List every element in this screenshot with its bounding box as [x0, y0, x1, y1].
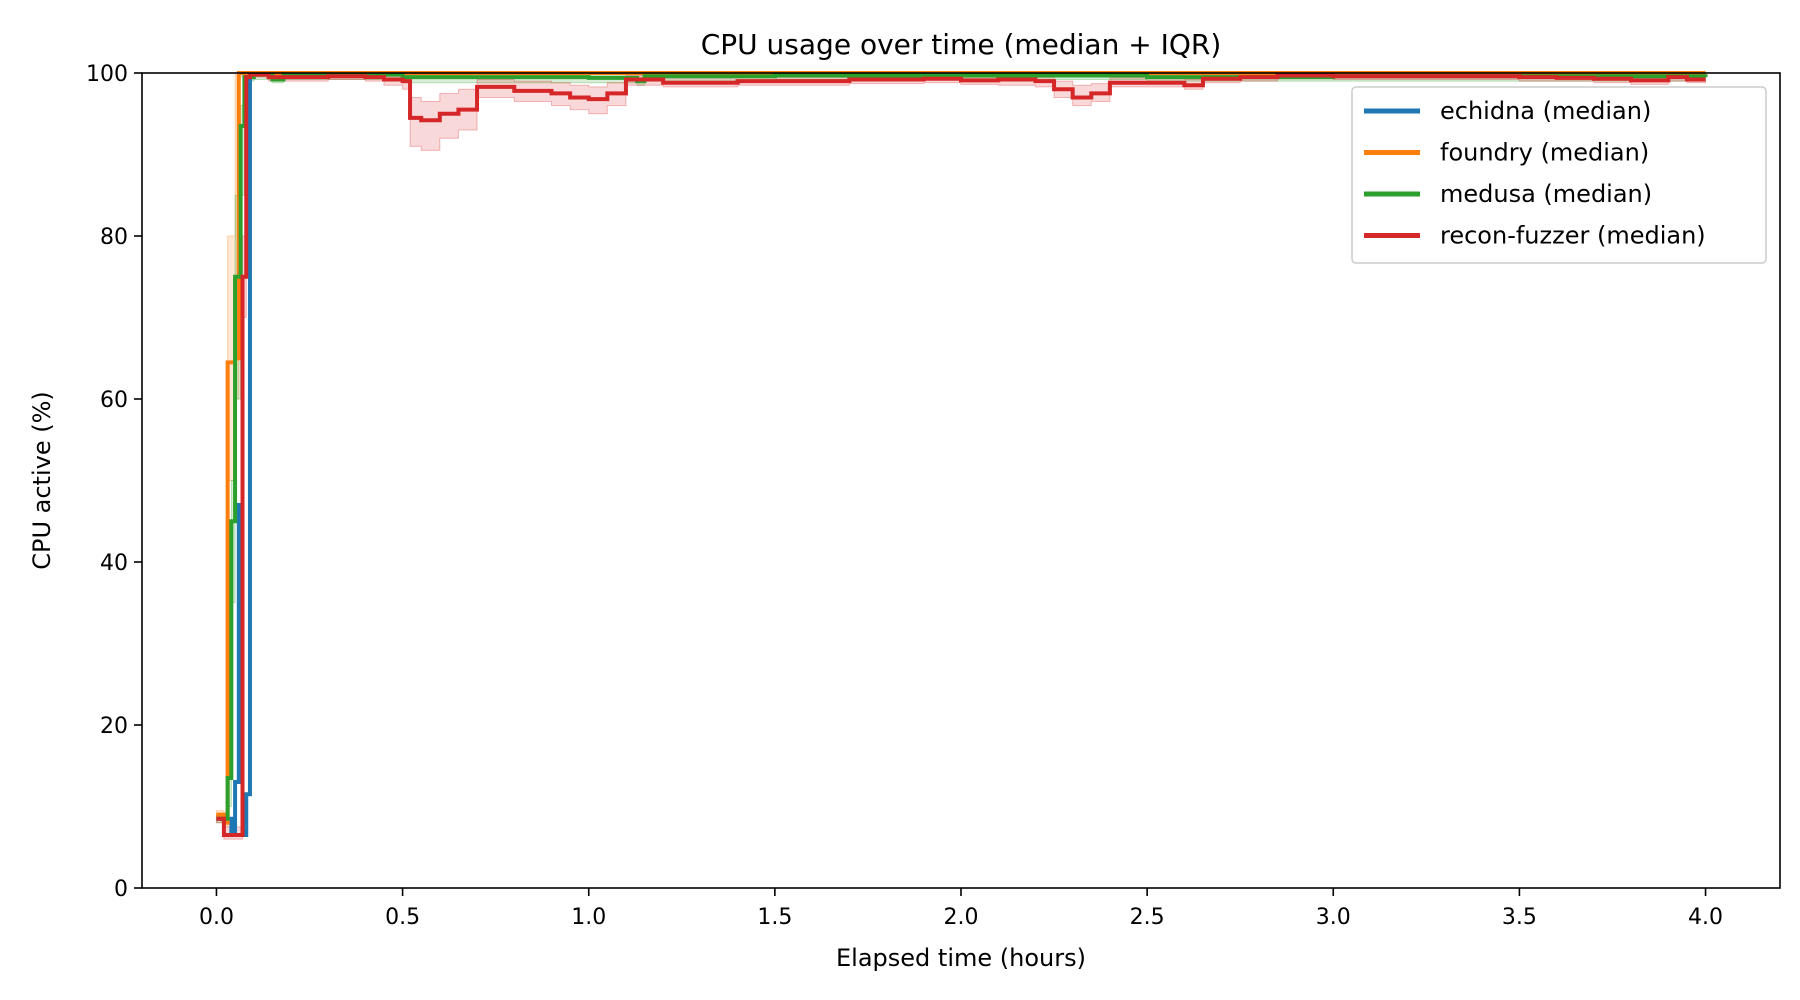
legend-label: recon-fuzzer (median)	[1440, 222, 1706, 250]
legend-label: foundry (median)	[1440, 139, 1649, 167]
y-tick-label: 60	[100, 388, 128, 413]
y-axis-ticks: 0 20 40 60 80 100	[86, 62, 142, 902]
x-axis-ticks: 0.0 0.5 1.0 1.5 2.0 2.5 3.0 3.5 4.0	[199, 888, 1723, 930]
x-tick-label: 3.5	[1502, 905, 1537, 930]
x-tick-label: 2.0	[944, 905, 979, 930]
x-tick-label: 1.5	[757, 905, 792, 930]
y-axis-title: CPU active (%)	[28, 391, 56, 570]
x-tick-label: 3.0	[1316, 905, 1351, 930]
legend-label: medusa (median)	[1440, 180, 1652, 208]
y-tick-label: 40	[100, 551, 128, 576]
series-line-recon-fuzzer	[216, 72, 1706, 838]
chart-title: CPU usage over time (median + IQR)	[701, 28, 1222, 61]
x-tick-label: 2.5	[1130, 905, 1165, 930]
y-tick-label: 100	[86, 62, 128, 87]
x-tick-label: 1.0	[571, 905, 606, 930]
y-tick-label: 0	[114, 877, 128, 902]
x-axis-title: Elapsed time (hours)	[836, 944, 1086, 972]
x-tick-label: 0.5	[385, 905, 420, 930]
x-tick-label: 0.0	[199, 905, 234, 930]
legend-box	[1351, 86, 1767, 264]
y-tick-label: 20	[100, 714, 128, 739]
y-tick-label: 80	[100, 225, 128, 250]
x-tick-label: 4.0	[1688, 905, 1723, 930]
legend: echidna (median) foundry (median) medusa (…	[1351, 86, 1767, 264]
legend-label: echidna (median)	[1440, 97, 1651, 125]
